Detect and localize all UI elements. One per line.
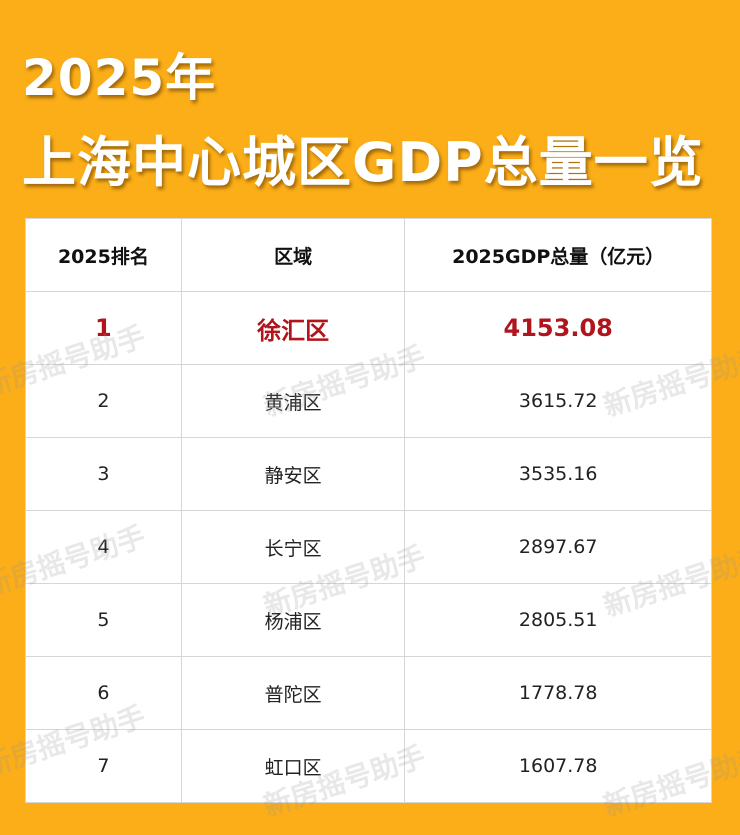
gdp-cell: 3535.16: [404, 437, 712, 511]
gdp-cell: 4153.08: [404, 291, 712, 365]
title-year: 2025年: [22, 49, 217, 107]
rank-cell: 7: [25, 729, 182, 803]
district-cell: 杨浦区: [180, 583, 406, 657]
rank-cell: 3: [25, 437, 182, 511]
gdp-cell: 1607.78: [404, 729, 712, 803]
table-row: 7 虹口区 1607.78: [25, 729, 712, 803]
gdp-cell: 2805.51: [404, 583, 712, 657]
rank-cell: 1: [25, 291, 182, 365]
district-cell: 黄浦区: [180, 364, 406, 438]
table-row: 6 普陀区 1778.78: [25, 656, 712, 730]
rank-cell: 2: [25, 364, 182, 438]
gdp-cell: 2897.67: [404, 510, 712, 584]
table-row: 2 黄浦区 3615.72: [25, 364, 712, 438]
gdp-cell: 3615.72: [404, 364, 712, 438]
gdp-cell: 1778.78: [404, 656, 712, 730]
gdp-table: 2025排名 区域 2025GDP总量（亿元） 1 徐汇区 4153.08 2 …: [25, 218, 712, 803]
table-row: 3 静安区 3535.16: [25, 437, 712, 511]
district-cell: 虹口区: [180, 729, 406, 803]
district-cell: 静安区: [180, 437, 406, 511]
table-row: 1 徐汇区 4153.08: [25, 291, 712, 365]
district-cell: 徐汇区: [180, 291, 406, 365]
table-row: 5 杨浦区 2805.51: [25, 583, 712, 657]
header-gdp: 2025GDP总量（亿元）: [404, 218, 712, 292]
table-row: 4 长宁区 2897.67: [25, 510, 712, 584]
page-title: 上海中心城区GDP总量一览: [22, 131, 704, 194]
district-cell: 长宁区: [180, 510, 406, 584]
header-rank: 2025排名: [25, 218, 182, 292]
rank-cell: 4: [25, 510, 182, 584]
rank-cell: 5: [25, 583, 182, 657]
header-district: 区域: [180, 218, 406, 292]
rank-cell: 6: [25, 656, 182, 730]
district-cell: 普陀区: [180, 656, 406, 730]
table-header: 2025排名 区域 2025GDP总量（亿元）: [25, 218, 712, 292]
